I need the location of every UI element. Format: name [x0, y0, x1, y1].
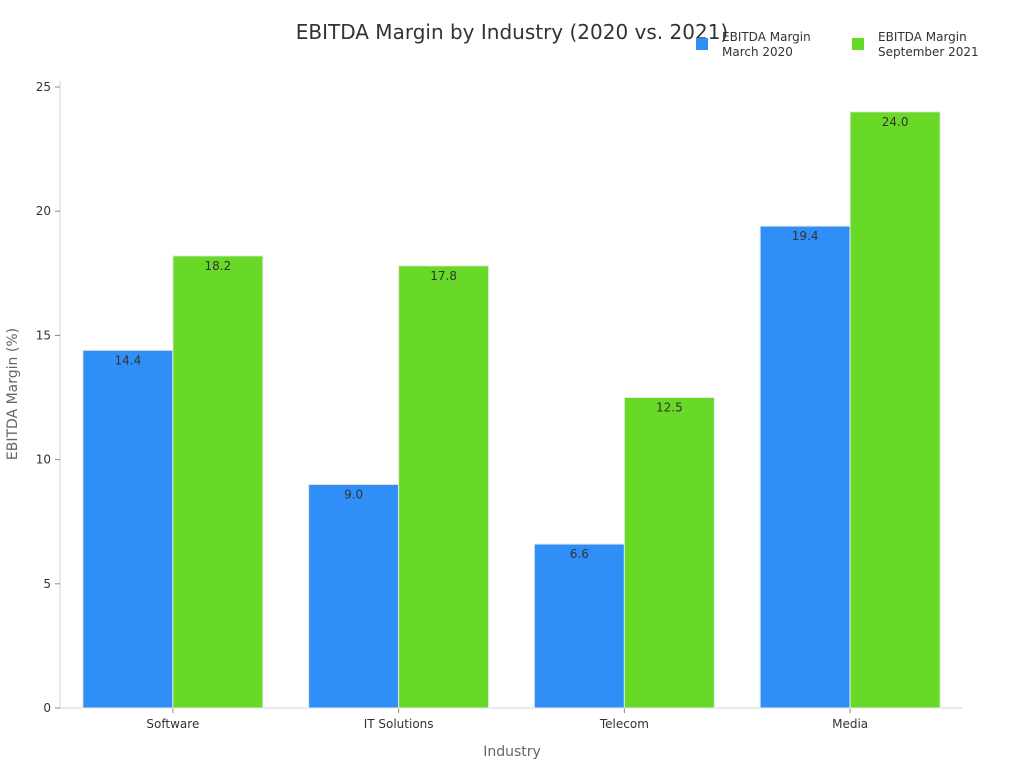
data-label: 9.0 — [344, 487, 363, 501]
bars — [82, 111, 941, 709]
data-label: 14.4 — [115, 353, 142, 367]
legend: EBITDA Margin March 2020 EBITDA Margin S… — [696, 30, 1008, 60]
data-label: 6.6 — [570, 547, 589, 561]
y-tick-label: 10 — [36, 453, 51, 467]
x-tick-label: IT Solutions — [364, 717, 434, 731]
bar-series-2 — [849, 111, 941, 709]
y-tick-label: 25 — [36, 80, 51, 94]
data-label: 24.0 — [882, 115, 909, 129]
data-label: 18.2 — [205, 259, 232, 273]
y-axis-title: EBITDA Margin (%) — [5, 328, 21, 460]
chart-title: EBITDA Margin by Industry (2020 vs. 2021… — [295, 20, 729, 44]
data-label: 17.8 — [430, 269, 457, 283]
x-tick-label: Software — [146, 717, 199, 731]
bar-series-2 — [623, 397, 715, 709]
legend-label-series-1: EBITDA Margin March 2020 — [722, 30, 811, 59]
bar-series-1 — [759, 225, 851, 709]
bar-series-1 — [308, 483, 400, 709]
legend-item-series-2: EBITDA Margin September 2021 — [852, 30, 988, 60]
data-label: 12.5 — [656, 401, 683, 415]
bar-series-2 — [172, 255, 264, 709]
bar-series-2 — [398, 265, 490, 709]
y-tick-label: 0 — [43, 701, 51, 715]
legend-item-series-1: EBITDA Margin March 2020 — [696, 30, 832, 60]
bar-series-1 — [82, 349, 174, 709]
legend-label-series-2: EBITDA Margin September 2021 — [878, 30, 979, 59]
data-labels: 14.4 18.2 9.0 17.8 6.6 12.5 19.4 24.0 — [115, 115, 909, 561]
y-tick-label: 15 — [36, 328, 51, 342]
y-tick-label: 5 — [43, 577, 51, 591]
x-tick-label: Telecom — [599, 717, 649, 731]
legend-swatch-series-2 — [852, 38, 864, 50]
x-tick-label: Media — [832, 717, 868, 731]
data-label: 19.4 — [792, 229, 819, 243]
x-axis-title: Industry — [483, 744, 541, 760]
bar-series-1 — [533, 543, 625, 709]
legend-swatch-series-1 — [696, 38, 708, 50]
y-tick-label: 20 — [36, 204, 51, 218]
